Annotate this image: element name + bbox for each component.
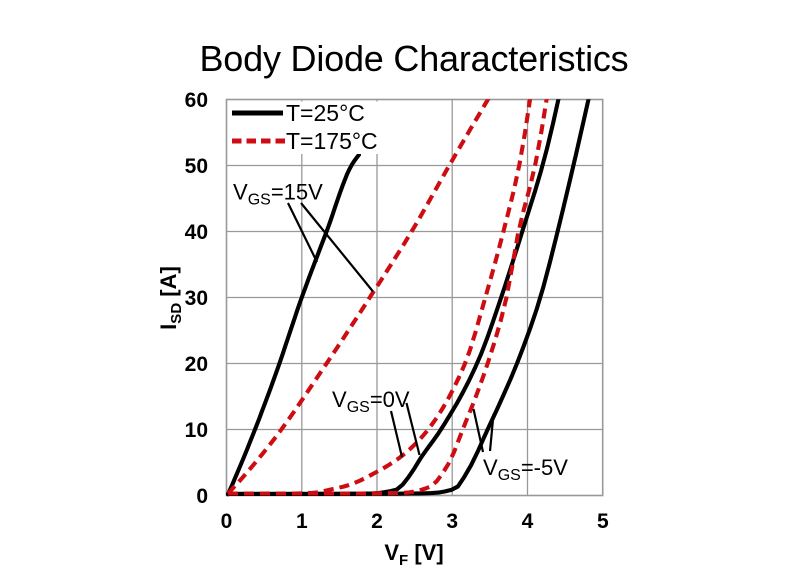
svg-text:50: 50 bbox=[185, 155, 208, 178]
svg-text:2: 2 bbox=[371, 510, 383, 533]
svg-text:30: 30 bbox=[185, 287, 208, 310]
svg-text:T=175°C: T=175°C bbox=[286, 128, 378, 154]
svg-text:3: 3 bbox=[446, 510, 458, 533]
svg-text:0: 0 bbox=[221, 510, 233, 533]
svg-text:VGS=15V: VGS=15V bbox=[233, 180, 323, 209]
svg-text:T=25°C: T=25°C bbox=[286, 100, 365, 126]
svg-text:VGS=-5V: VGS=-5V bbox=[483, 455, 568, 484]
svg-text:0: 0 bbox=[196, 485, 208, 508]
svg-text:VF [V]: VF [V] bbox=[384, 540, 443, 569]
svg-text:20: 20 bbox=[185, 353, 208, 376]
svg-text:40: 40 bbox=[185, 221, 208, 244]
svg-text:5: 5 bbox=[597, 510, 609, 533]
svg-text:1: 1 bbox=[296, 510, 308, 533]
svg-text:4: 4 bbox=[522, 510, 534, 533]
svg-text:VGS=0V: VGS=0V bbox=[332, 387, 410, 416]
svg-text:10: 10 bbox=[185, 419, 208, 442]
svg-text:60: 60 bbox=[185, 89, 208, 112]
svg-text:Body Diode Characteristics: Body Diode Characteristics bbox=[200, 38, 629, 79]
